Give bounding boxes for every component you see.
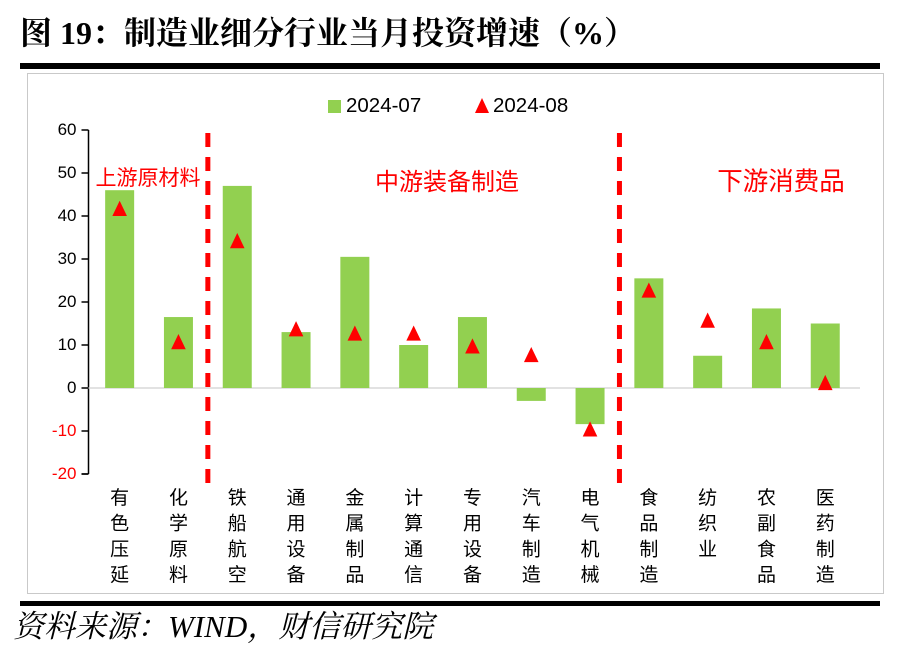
svg-text:造: 造 xyxy=(816,564,835,586)
svg-text:船: 船 xyxy=(228,513,247,535)
svg-text:设: 设 xyxy=(463,538,482,560)
svg-text:60: 60 xyxy=(58,120,77,139)
svg-text:延: 延 xyxy=(110,564,129,586)
svg-text:农: 农 xyxy=(757,487,776,509)
svg-text:通: 通 xyxy=(287,487,306,509)
svg-text:10: 10 xyxy=(58,335,77,354)
svg-text:航: 航 xyxy=(228,538,247,560)
svg-text:通: 通 xyxy=(404,538,423,560)
svg-text:电: 电 xyxy=(581,487,600,509)
svg-text:中游装备制造: 中游装备制造 xyxy=(375,169,519,196)
svg-text:用: 用 xyxy=(287,514,306,535)
svg-text:算: 算 xyxy=(404,513,423,535)
svg-text:副: 副 xyxy=(757,513,776,535)
svg-text:空: 空 xyxy=(228,564,247,586)
svg-text:20: 20 xyxy=(58,292,77,311)
svg-text:色: 色 xyxy=(110,513,129,535)
svg-text:铁: 铁 xyxy=(228,487,247,509)
svg-text:有: 有 xyxy=(110,487,129,509)
svg-text:制: 制 xyxy=(345,538,364,560)
svg-text:上游原材料: 上游原材料 xyxy=(96,167,201,190)
svg-text:纺: 纺 xyxy=(698,487,717,509)
svg-text:备: 备 xyxy=(463,564,482,586)
svg-text:2024-08: 2024-08 xyxy=(493,94,568,117)
svg-text:车: 车 xyxy=(522,513,541,535)
svg-text:2024-07: 2024-07 xyxy=(346,94,421,117)
svg-text:品: 品 xyxy=(345,565,364,586)
svg-text:40: 40 xyxy=(58,206,77,225)
svg-text:学: 学 xyxy=(169,513,188,535)
svg-text:-20: -20 xyxy=(52,464,77,483)
svg-text:业: 业 xyxy=(698,538,717,560)
svg-text:料: 料 xyxy=(169,564,188,586)
svg-text:造: 造 xyxy=(522,564,541,586)
svg-text:50: 50 xyxy=(58,163,77,182)
svg-text:织: 织 xyxy=(698,513,717,535)
svg-text:气: 气 xyxy=(581,513,600,535)
svg-text:信: 信 xyxy=(404,564,423,586)
svg-text:食: 食 xyxy=(639,487,658,509)
svg-text:原: 原 xyxy=(169,539,188,560)
svg-text:金: 金 xyxy=(345,487,364,509)
svg-text:设: 设 xyxy=(287,538,306,560)
svg-text:属: 属 xyxy=(345,514,364,535)
svg-text:压: 压 xyxy=(110,539,129,560)
svg-text:制: 制 xyxy=(522,538,541,560)
svg-text:品: 品 xyxy=(757,565,776,586)
svg-text:械: 械 xyxy=(581,564,600,586)
svg-text:用: 用 xyxy=(463,514,482,535)
svg-text:制: 制 xyxy=(816,538,835,560)
svg-text:食: 食 xyxy=(757,538,776,560)
svg-text:汽: 汽 xyxy=(522,487,541,509)
svg-text:造: 造 xyxy=(639,564,658,586)
svg-text:化: 化 xyxy=(169,487,188,509)
svg-text:品: 品 xyxy=(639,514,658,535)
svg-text:备: 备 xyxy=(287,564,306,586)
svg-text:30: 30 xyxy=(58,249,77,268)
svg-text:制: 制 xyxy=(639,538,658,560)
svg-text:机: 机 xyxy=(581,538,600,560)
svg-text:医: 医 xyxy=(816,488,835,509)
svg-text:下游消费品: 下游消费品 xyxy=(717,168,845,196)
svg-text:-10: -10 xyxy=(52,421,77,440)
svg-text:专: 专 xyxy=(463,487,482,509)
svg-text:计: 计 xyxy=(404,487,423,509)
svg-text:0: 0 xyxy=(67,378,76,397)
svg-text:药: 药 xyxy=(816,513,835,535)
